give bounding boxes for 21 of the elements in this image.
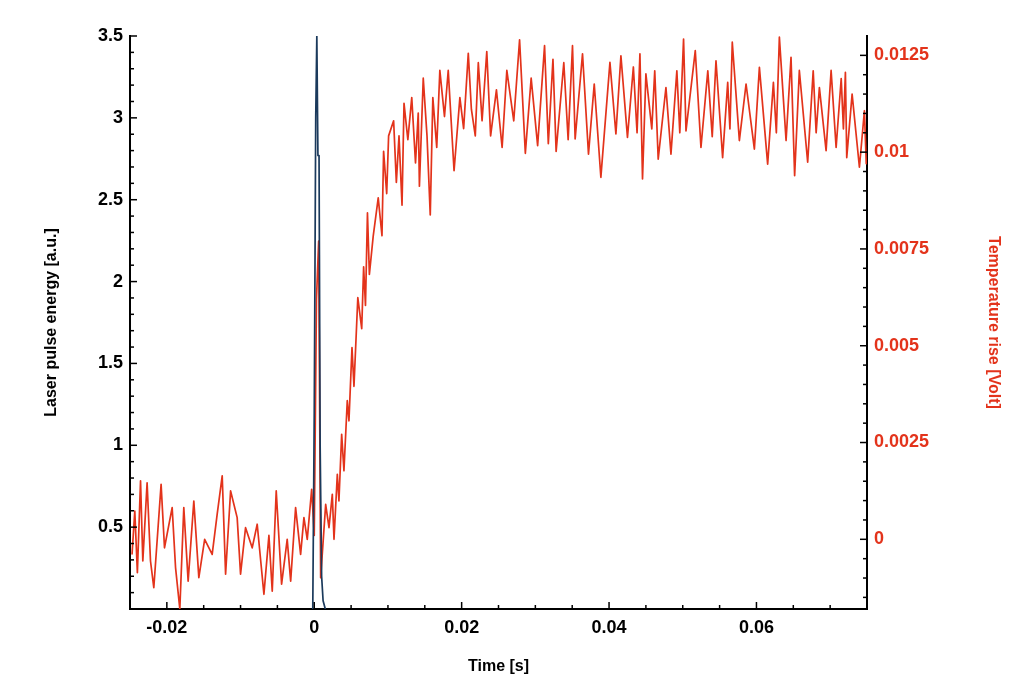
y-tick-label: 2 [112,270,123,291]
y-tick-label: 3 [112,106,123,127]
y2-tick-label: 0.005 [874,334,920,355]
y-tick-label: 0.5 [97,516,123,537]
x-tick-label: 0.04 [591,616,627,637]
y-tick-label: 1 [112,434,123,455]
y-tick-label: 1.5 [97,352,123,373]
y-tick-label: 2.5 [97,188,123,209]
y2-tick-label: 0.0125 [874,44,930,65]
x-tick-label: 0.06 [738,616,774,637]
y-axis-title: Laser pulse energy [a.u.] [42,228,60,417]
x-tick-label: 0 [309,616,320,637]
x-axis-title: Time [s] [467,656,530,674]
y2-tick-label: 0.01 [874,141,910,162]
y-tick-label: 3.5 [97,24,123,45]
y2-tick-label: 0.0075 [874,237,930,258]
y2-tick-label: 0 [874,528,885,549]
y2-axis-title: Temperature rise [Volt] [985,236,1003,409]
x-tick-label: 0.02 [444,616,480,637]
x-tick-label: -0.02 [146,616,188,637]
y2-tick-label: 0.0025 [874,431,930,452]
